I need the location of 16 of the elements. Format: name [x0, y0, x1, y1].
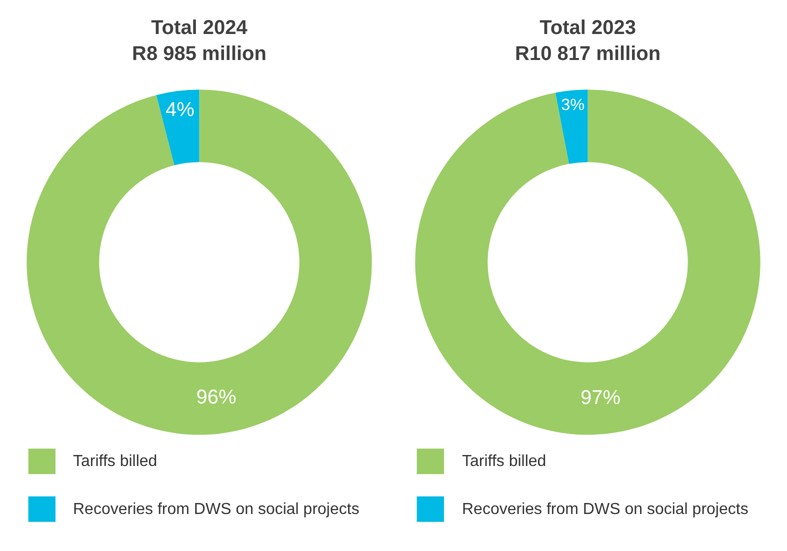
- legend-label: Recoveries from DWS on social projects: [462, 501, 748, 518]
- legend-label: Recoveries from DWS on social projects: [73, 501, 360, 518]
- chart-subtitle: R8 985 million: [132, 43, 266, 65]
- data-label: 4%: [165, 99, 195, 122]
- data-label: 97%: [580, 386, 621, 409]
- chart-title: Total 2023: [540, 17, 636, 39]
- donut-slice: [156, 90, 200, 166]
- donut-slice: [415, 90, 760, 435]
- chart-subtitle: R10 817 million: [515, 43, 661, 65]
- donut-slice: [26, 90, 372, 434]
- donut-slice: [555, 90, 588, 164]
- chart-title: Total 2024: [151, 17, 248, 39]
- legend-label: Tariffs billed: [462, 453, 546, 470]
- data-label: 3%: [561, 96, 585, 114]
- legend-label: Tariffs billed: [73, 453, 158, 470]
- data-label: 96%: [196, 386, 236, 408]
